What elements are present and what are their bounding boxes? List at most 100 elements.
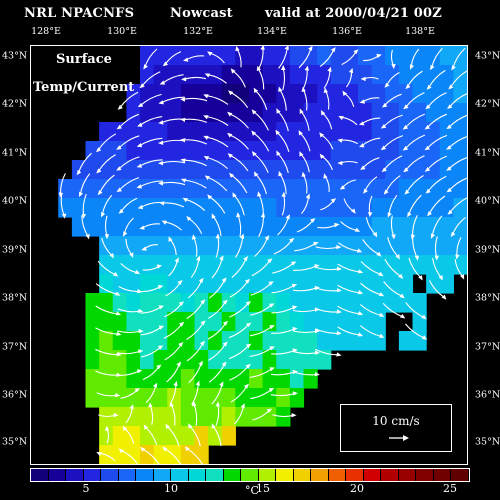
- temperature-cell: [385, 274, 400, 294]
- temperature-cell: [412, 122, 427, 142]
- temperature-cell: [385, 236, 400, 256]
- temperature-cell: [180, 217, 196, 237]
- temperature-cell: [208, 179, 223, 199]
- temperature-cell: [208, 350, 223, 370]
- temperature-cell: [249, 198, 264, 218]
- temperature-cell: [99, 312, 114, 332]
- temperature-cell: [221, 198, 236, 218]
- current-arrowhead: [421, 335, 428, 340]
- temperature-cell: [412, 103, 427, 123]
- current-arrowhead: [58, 192, 64, 198]
- current-arrowhead: [158, 181, 164, 186]
- temperature-cell: [385, 255, 400, 275]
- temperature-current-map: [58, 46, 467, 464]
- current-arrowhead: [117, 104, 123, 110]
- current-arrowhead: [378, 312, 385, 317]
- temperature-cell: [412, 293, 427, 313]
- current-arrowhead: [310, 218, 316, 223]
- temperature-cell: [180, 312, 196, 332]
- temperature-cell: [289, 274, 305, 294]
- current-arrowhead: [354, 227, 361, 232]
- lat-label-right-35: 35°N: [475, 436, 500, 448]
- temperature-cell: [276, 331, 291, 351]
- temperature-cell: [317, 236, 332, 256]
- temperature-cell: [344, 236, 359, 256]
- current-arrowhead: [178, 301, 185, 307]
- current-arrowhead: [96, 452, 102, 457]
- temperature-cell: [276, 350, 291, 370]
- current-arrowhead: [278, 170, 283, 177]
- colorbar-swatch-20: [363, 469, 382, 481]
- current-arrowhead: [327, 66, 332, 72]
- temperature-cell: [426, 236, 441, 256]
- current-arrowhead: [115, 311, 122, 316]
- temperature-cell: [385, 217, 400, 237]
- current-streamline: [427, 92, 447, 108]
- temperature-cell: [262, 84, 277, 104]
- current-arrowhead: [161, 220, 168, 225]
- temperature-cell: [153, 369, 168, 389]
- temperature-cell: [426, 255, 441, 275]
- current-arrowhead: [357, 290, 364, 295]
- temperature-cell: [303, 369, 318, 389]
- temperature-cell: [194, 179, 209, 199]
- current-arrowhead: [403, 167, 409, 173]
- current-streamline: [360, 261, 382, 276]
- current-arrowhead: [162, 61, 168, 67]
- colorbar-swatch-5: [101, 469, 119, 481]
- lon-label-136: 136°E: [332, 26, 362, 37]
- temperature-cell: [126, 217, 141, 237]
- temperature-cell: [317, 312, 332, 332]
- temperature-cell: [426, 160, 441, 180]
- current-arrowhead: [319, 132, 325, 138]
- temperature-cell: [85, 331, 100, 351]
- temperature-cell: [126, 179, 141, 199]
- temperature-cell: [153, 426, 168, 446]
- lat-label-right-40: 40°N: [475, 195, 500, 207]
- velocity-scale-label: 10 cm/s: [372, 414, 420, 428]
- current-streamline: [183, 118, 208, 123]
- current-arrowhead: [455, 254, 460, 260]
- current-arrowhead: [232, 192, 237, 198]
- temperature-cell: [180, 274, 196, 294]
- current-arrowhead: [424, 124, 430, 130]
- temperature-cell: [398, 217, 414, 237]
- temperature-cell: [330, 84, 345, 104]
- temperature-cell: [412, 198, 427, 218]
- temperature-cell: [398, 274, 414, 294]
- temperature-cell: [140, 274, 155, 294]
- current-arrowhead: [245, 363, 251, 369]
- colorbar-swatch-2: [48, 469, 67, 481]
- current-arrowhead: [176, 361, 182, 367]
- current-arrowhead: [403, 104, 409, 110]
- current-streamline: [337, 305, 361, 315]
- product-title: Nowcast: [170, 6, 233, 21]
- temperature-cell: [344, 198, 359, 218]
- current-arrowhead: [348, 67, 354, 74]
- current-arrowhead: [227, 111, 233, 117]
- current-arrowhead: [191, 234, 197, 240]
- temperature-cell: [289, 388, 305, 408]
- temperature-cell: [126, 293, 141, 313]
- current-arrowhead: [330, 47, 336, 53]
- current-arrowhead: [418, 275, 423, 281]
- temperature-cell: [453, 46, 467, 66]
- temperature-cell: [194, 388, 209, 408]
- temperature-cell: [167, 141, 182, 161]
- current-streamline: [208, 343, 227, 361]
- current-arrowhead: [319, 153, 325, 159]
- temperature-cell: [221, 293, 236, 313]
- current-arrowhead: [430, 233, 435, 239]
- temperature-cell: [371, 217, 386, 237]
- colorbar-swatch-25: [451, 469, 469, 481]
- current-arrowhead: [451, 65, 456, 71]
- temperature-cell: [412, 236, 427, 256]
- temperature-cell: [289, 331, 305, 351]
- temperature-cell: [317, 255, 332, 275]
- temperature-cell: [398, 103, 414, 123]
- temperature-cell: [112, 274, 127, 294]
- temperature-cell: [99, 388, 114, 408]
- temperature-cell: [371, 65, 386, 85]
- temperature-cell: [249, 274, 264, 294]
- current-arrowhead: [292, 305, 298, 310]
